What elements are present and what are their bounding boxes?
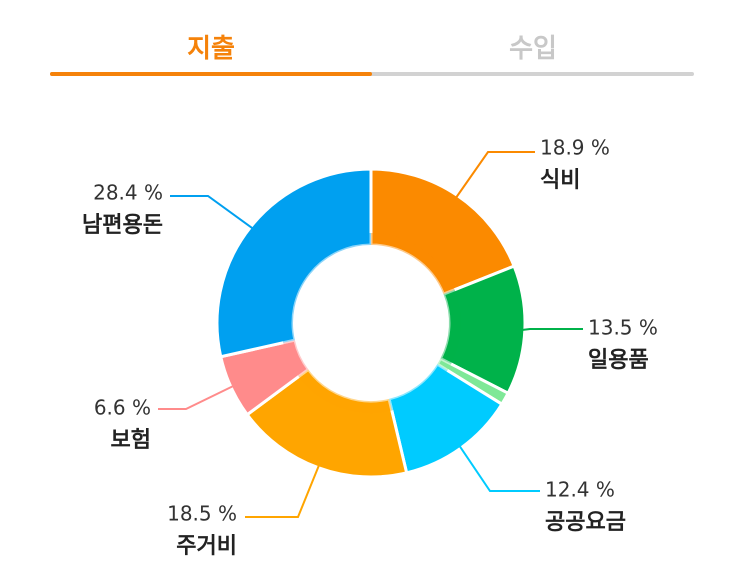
slice-percent-일용품: 13.5 %	[588, 316, 658, 340]
slice-percent-식비: 18.9 %	[540, 136, 610, 160]
slice-percent-공공요금: 12.4 %	[545, 478, 615, 502]
leader-line-주거비	[245, 463, 321, 518]
slice-label-식비: 식비	[540, 168, 580, 193]
tab-bar: 지출 수입	[50, 0, 694, 80]
inner-ring-보험	[283, 339, 309, 377]
inner-ring-주거비	[298, 369, 392, 413]
leader-line-남편용돈	[170, 195, 255, 231]
slice-label-주거비: 주거비	[176, 534, 237, 559]
tab-expense[interactable]: 지출	[187, 34, 235, 64]
leader-line-공공요금	[457, 444, 540, 492]
slice-label-남편용돈: 남편용돈	[82, 213, 163, 238]
tab-income[interactable]: 수입	[509, 34, 557, 64]
slice-label-공공요금: 공공요금	[545, 510, 626, 535]
leader-line-보험	[158, 384, 236, 410]
inner-ring-일용품	[440, 289, 461, 365]
slice-label-보험: 보험	[111, 427, 151, 453]
leader-lines	[158, 151, 583, 518]
slice-percent-주거비: 18.5 %	[167, 502, 237, 526]
slice-주거비	[245, 367, 409, 479]
tab-active-indicator	[50, 72, 372, 76]
leader-line-일용품	[520, 328, 583, 332]
tab-track	[50, 72, 694, 76]
slice-percent-남편용돈: 28.4 %	[93, 181, 163, 205]
slices	[215, 167, 527, 479]
inner-ring-남편용돈	[281, 233, 372, 343]
inner-ring-식비	[370, 233, 455, 295]
slice-percent-보험: 6.6 %	[94, 396, 151, 420]
slice-label-일용품: 일용품	[588, 348, 649, 373]
slice-식비	[369, 167, 517, 297]
leader-line-식비	[454, 151, 535, 200]
slice-labels: 18.9 % 식비 13.5 % 일용품 12.4 % 공공요금 18.5 % 주거비 6.6 …	[82, 136, 658, 560]
slice-남편용돈	[215, 167, 373, 359]
inner-ring	[281, 233, 461, 413]
inner-ring-공공요금	[388, 363, 448, 411]
inner-ring-slice-2	[437, 358, 452, 371]
